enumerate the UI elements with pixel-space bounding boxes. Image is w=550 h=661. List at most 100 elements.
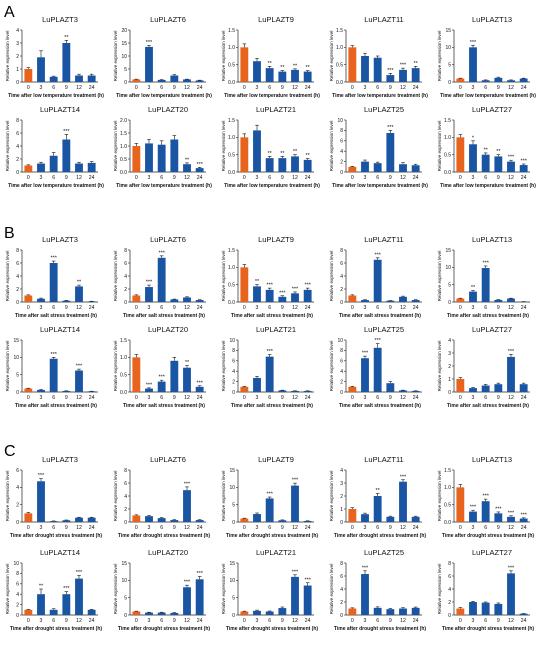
y-tick-label: 0.5: [336, 62, 343, 68]
y-tick-label: 3: [340, 481, 343, 487]
x-tick-label: 9: [281, 618, 284, 624]
y-tick-label: 5: [16, 372, 19, 378]
bar: [494, 384, 503, 392]
y-tick-label: 1.0: [444, 135, 451, 141]
y-tick-label: 8: [340, 128, 343, 134]
x-tick-label: 3: [148, 395, 151, 401]
y-tick-label: 5: [448, 62, 451, 68]
x-tick-label: 12: [184, 525, 190, 531]
y-tick-label: 1.0: [228, 265, 235, 271]
x-axis-label: Time after drought stress treatment (h): [334, 626, 426, 632]
chart-title: LuPLAZT14: [40, 325, 80, 334]
y-tick-label: 0.0: [444, 520, 451, 526]
x-tick-label: 6: [160, 175, 163, 181]
x-tick-label: 9: [173, 525, 176, 531]
x-tick-label: 24: [521, 618, 527, 624]
x-tick-label: 3: [256, 305, 259, 311]
significance-label: ***: [470, 40, 477, 46]
bar: [170, 75, 179, 82]
bar: [348, 166, 357, 172]
x-tick-label: 0: [351, 395, 354, 401]
significance-label: **: [414, 61, 419, 67]
y-tick-label: 0: [16, 170, 19, 176]
bar: [183, 367, 191, 392]
significance-label: ***: [508, 510, 515, 516]
y-tick-label: 6: [16, 582, 19, 588]
x-tick-label: 9: [65, 305, 68, 311]
y-tick-label: 10: [229, 338, 235, 344]
y-tick-label: 10: [13, 355, 19, 361]
bar: [494, 77, 503, 82]
significance-label: ***: [362, 351, 369, 357]
x-axis-label: Time after salt stress treatment (h): [123, 313, 205, 319]
y-tick-label: 4: [340, 468, 343, 474]
bar: [348, 509, 357, 522]
x-tick-label: 24: [521, 85, 527, 91]
x-tick-label: 9: [281, 525, 284, 531]
bar: [157, 381, 166, 392]
y-tick-label: 1.0: [336, 45, 343, 51]
x-tick-label: 3: [472, 175, 475, 181]
bar: [157, 79, 166, 82]
bar: [75, 75, 83, 82]
y-tick-label: 1.5: [120, 131, 127, 137]
chart-title: LuPLAZT21: [256, 105, 296, 114]
y-tick-label: 0.5: [120, 157, 127, 163]
x-tick-label: 0: [459, 85, 462, 91]
bar: [62, 520, 71, 522]
x-tick-label: 12: [400, 175, 406, 181]
y-tick-label: 10: [13, 561, 19, 567]
y-tick-label: 10: [445, 265, 451, 271]
chart-title: LuPLAZT9: [258, 15, 294, 24]
y-tick-label: 10: [337, 118, 343, 124]
y-axis-label: Relative expression level: [113, 471, 118, 522]
x-tick-label: 9: [65, 395, 68, 401]
bar: [303, 390, 312, 392]
x-tick-label: 12: [184, 85, 190, 91]
bar: [361, 56, 369, 82]
y-tick-label: 1.5: [228, 118, 235, 124]
bar: [507, 161, 515, 172]
y-tick-label: 6: [16, 468, 19, 474]
chart-title: LuPLAZT13: [472, 455, 512, 464]
y-axis-label: Relative expression level: [5, 251, 10, 302]
x-tick-label: 6: [160, 305, 163, 311]
y-tick-label: 8: [232, 348, 235, 354]
y-axis-label: Relative expression level: [221, 471, 226, 522]
y-tick-label: 15: [229, 468, 235, 474]
x-tick-label: 24: [521, 305, 527, 311]
y-axis-label: Relative expression level: [221, 564, 226, 615]
bar: [291, 576, 299, 615]
x-tick-label: 12: [508, 618, 514, 624]
x-tick-label: 6: [376, 525, 379, 531]
y-axis-label: Relative expression level: [329, 121, 334, 172]
bar: [145, 612, 153, 615]
x-tick-label: 24: [305, 395, 311, 401]
bar: [456, 608, 465, 615]
bar: [469, 388, 477, 392]
x-tick-label: 24: [197, 618, 203, 624]
significance-label: ***: [508, 565, 515, 571]
y-tick-label: 2: [124, 287, 127, 293]
bar: [195, 579, 204, 615]
y-axis-label: Relative expression level: [329, 251, 334, 302]
y-tick-label: 0: [124, 520, 127, 526]
significance-label: ***: [292, 569, 299, 575]
y-tick-label: 0: [16, 300, 19, 306]
bar: [170, 139, 179, 172]
y-tick-label: 0.5: [120, 372, 127, 378]
bar: [183, 297, 191, 302]
x-tick-label: 0: [351, 525, 354, 531]
bar: [386, 383, 395, 392]
x-axis-label: Time after drought stress treatment (h): [10, 626, 102, 632]
significance-label: ***: [304, 283, 311, 289]
bar: [132, 295, 141, 302]
bar: [145, 388, 153, 392]
y-tick-label: 4: [340, 587, 343, 593]
chart-title: LuPLAZT13: [472, 235, 512, 244]
